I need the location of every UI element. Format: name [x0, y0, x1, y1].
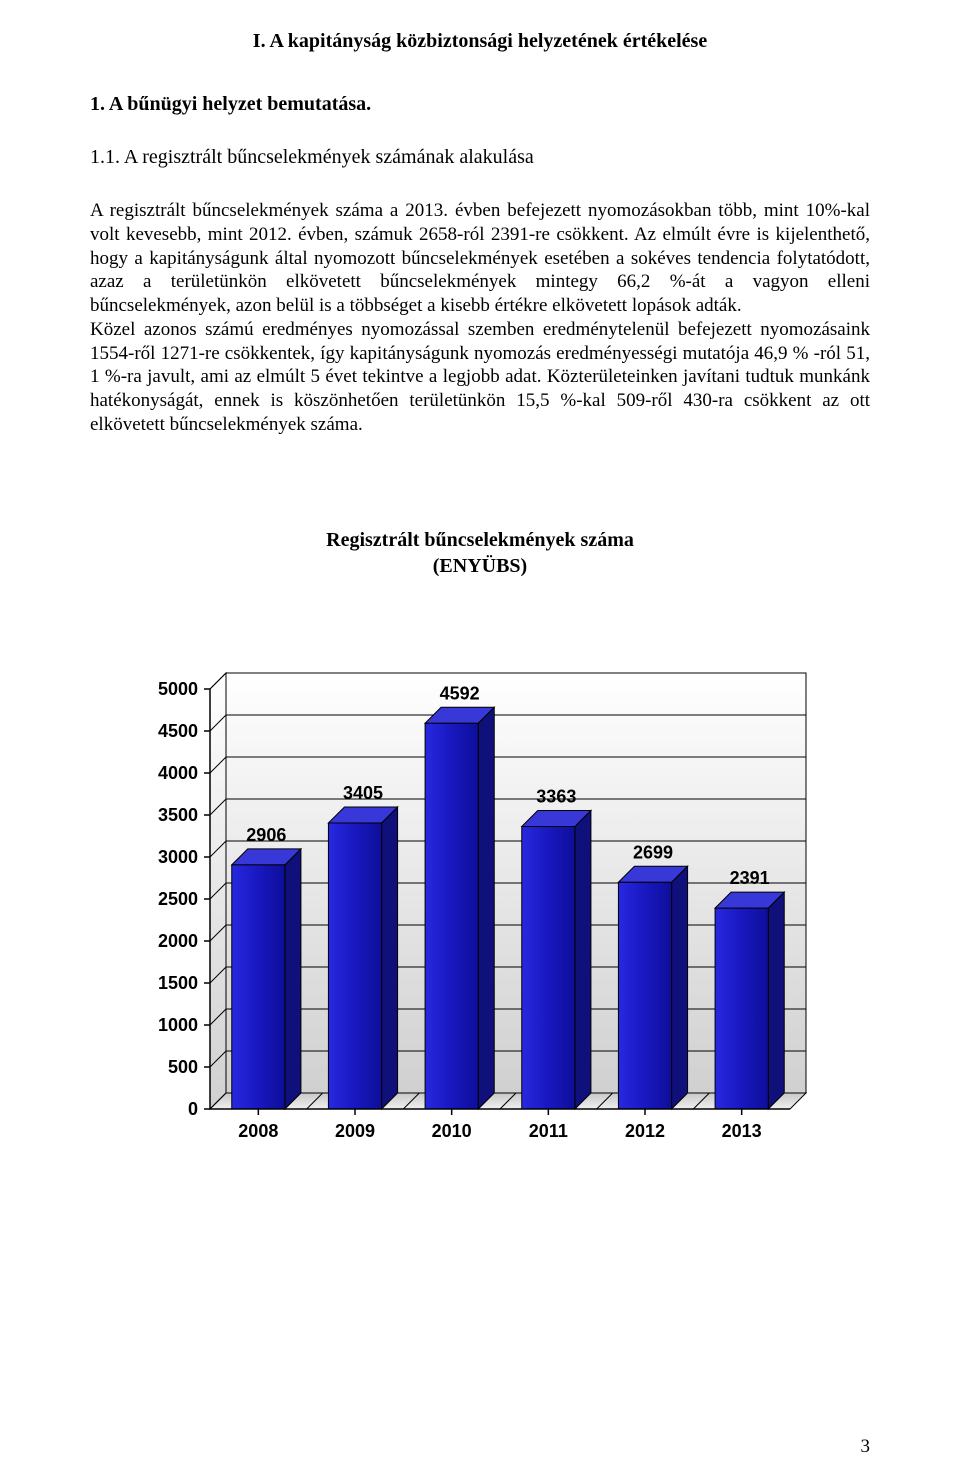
svg-text:2391: 2391 [730, 868, 770, 888]
svg-text:3500: 3500 [158, 805, 198, 825]
chart-title: Regisztrált bűncselekmények száma(ENYÜBS… [90, 527, 870, 579]
svg-text:1500: 1500 [158, 973, 198, 993]
svg-text:2012: 2012 [625, 1121, 665, 1141]
svg-text:4000: 4000 [158, 763, 198, 783]
svg-text:4500: 4500 [158, 721, 198, 741]
main-heading: I. A kapitányság közbiztonsági helyzetén… [90, 30, 870, 53]
svg-text:0: 0 [188, 1099, 198, 1119]
svg-text:3405: 3405 [343, 782, 383, 802]
chart-svg: 0 500 1000 1500 2000 2500 3000 3500 4000 4500 5000… [130, 659, 830, 1159]
page-number: 3 [861, 1436, 871, 1458]
svg-text:2013: 2013 [722, 1121, 762, 1141]
sub-heading-2: 1.1. A regisztrált bűncselekmények számá… [90, 146, 870, 169]
svg-text:2010: 2010 [432, 1121, 472, 1141]
svg-text:1000: 1000 [158, 1015, 198, 1035]
sub-heading-1: 1. A bűnügyi helyzet bemutatása. [90, 93, 870, 116]
svg-text:3000: 3000 [158, 847, 198, 867]
svg-text:2009: 2009 [335, 1121, 375, 1141]
svg-text:2906: 2906 [246, 824, 286, 844]
svg-text:2008: 2008 [238, 1121, 278, 1141]
svg-text:3363: 3363 [536, 786, 576, 806]
svg-text:4592: 4592 [440, 683, 480, 703]
svg-text:2011: 2011 [529, 1121, 568, 1141]
bar-chart: 0 500 1000 1500 2000 2500 3000 3500 4000 4500 5000… [130, 659, 870, 1159]
body-paragraph: A regisztrált bűncselekmények száma a 20… [90, 199, 870, 437]
svg-text:500: 500 [168, 1057, 198, 1077]
svg-text:2500: 2500 [158, 889, 198, 909]
svg-text:2000: 2000 [158, 931, 198, 951]
svg-text:2699: 2699 [633, 842, 673, 862]
svg-text:5000: 5000 [158, 679, 198, 699]
